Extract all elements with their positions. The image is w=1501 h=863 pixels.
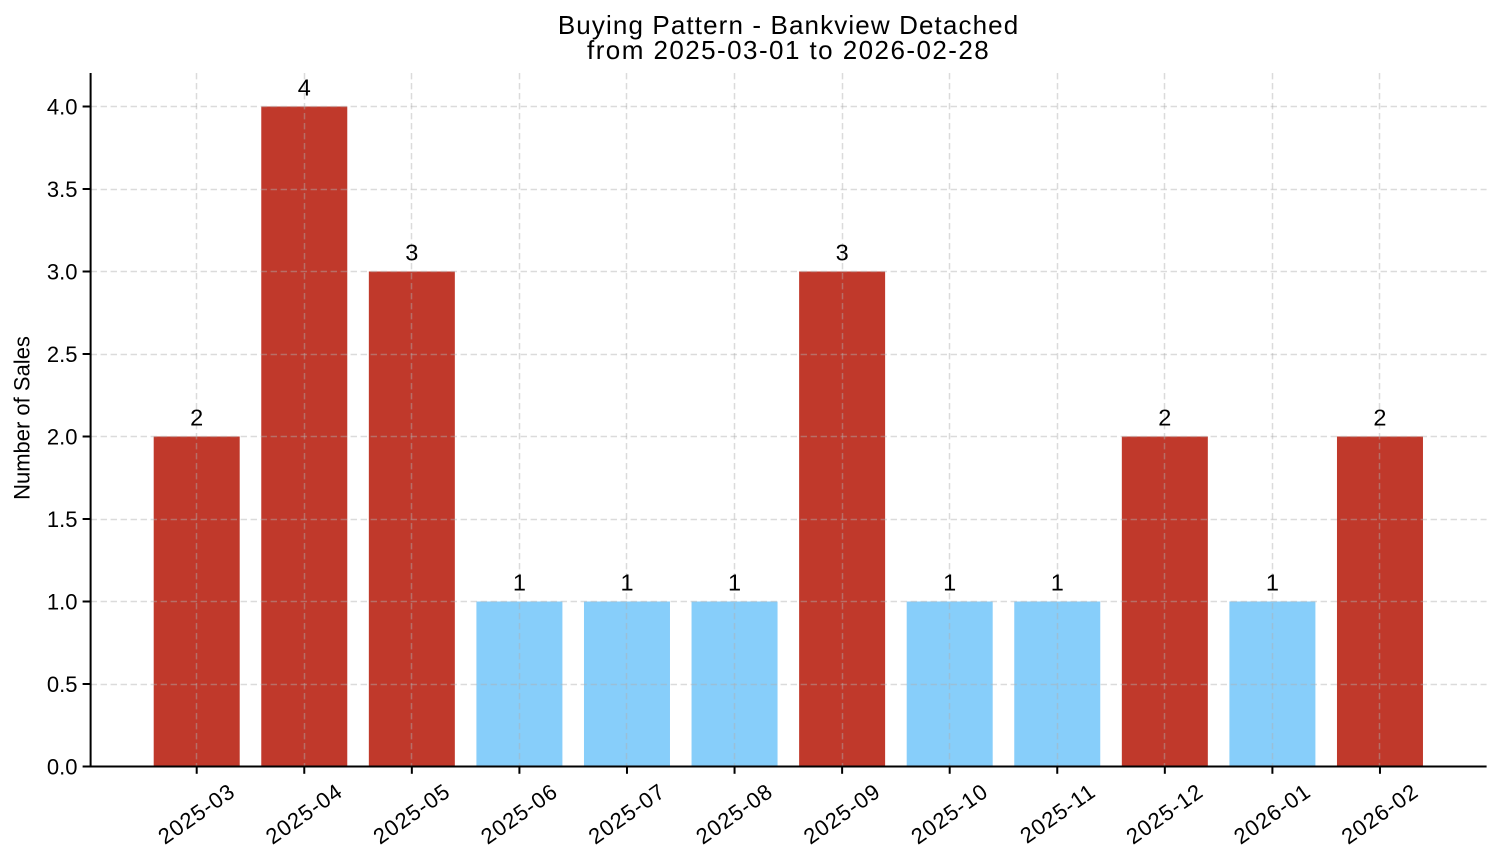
svg-text:2: 2 bbox=[1158, 405, 1171, 431]
svg-text:1: 1 bbox=[728, 570, 741, 596]
svg-text:4.0: 4.0 bbox=[47, 95, 78, 120]
svg-text:3.5: 3.5 bbox=[47, 177, 78, 202]
svg-text:0.0: 0.0 bbox=[47, 755, 78, 780]
svg-text:1.0: 1.0 bbox=[47, 590, 78, 615]
svg-text:2: 2 bbox=[1373, 405, 1386, 431]
svg-text:2.0: 2.0 bbox=[47, 425, 78, 450]
svg-text:1: 1 bbox=[943, 570, 956, 596]
svg-text:from 2025-03-01 to 2026-02-28: from 2025-03-01 to 2026-02-28 bbox=[587, 35, 990, 65]
svg-text:2.5: 2.5 bbox=[47, 342, 78, 367]
svg-text:4: 4 bbox=[298, 75, 311, 101]
svg-text:1: 1 bbox=[1266, 570, 1279, 596]
svg-text:Buying Pattern - Bankview Deta: Buying Pattern - Bankview Detached bbox=[558, 10, 1020, 40]
svg-text:3.0: 3.0 bbox=[47, 260, 78, 285]
svg-text:3: 3 bbox=[405, 240, 418, 266]
svg-text:1: 1 bbox=[513, 570, 526, 596]
svg-text:Number of Sales: Number of Sales bbox=[10, 336, 35, 500]
svg-text:1: 1 bbox=[1051, 570, 1064, 596]
svg-text:1.5: 1.5 bbox=[47, 507, 78, 532]
svg-text:0.5: 0.5 bbox=[47, 672, 78, 697]
svg-text:1: 1 bbox=[620, 570, 633, 596]
svg-text:2: 2 bbox=[190, 405, 203, 431]
svg-text:3: 3 bbox=[836, 240, 849, 266]
